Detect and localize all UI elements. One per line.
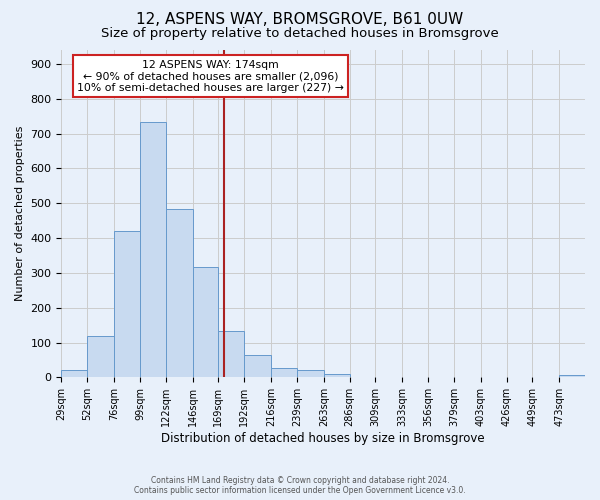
Text: 12 ASPENS WAY: 174sqm
← 90% of detached houses are smaller (2,096)
10% of semi-d: 12 ASPENS WAY: 174sqm ← 90% of detached … [77, 60, 344, 93]
Text: 12, ASPENS WAY, BROMSGROVE, B61 0UW: 12, ASPENS WAY, BROMSGROVE, B61 0UW [136, 12, 464, 28]
Bar [166, 210, 193, 378]
Bar [218, 331, 244, 378]
Bar [324, 374, 350, 378]
Bar [140, 122, 166, 378]
X-axis label: Distribution of detached houses by size in Bromsgrove: Distribution of detached houses by size … [161, 432, 485, 445]
Text: Contains HM Land Registry data © Crown copyright and database right 2024.
Contai: Contains HM Land Registry data © Crown c… [134, 476, 466, 495]
Y-axis label: Number of detached properties: Number of detached properties [15, 126, 25, 302]
Bar [244, 356, 271, 378]
Bar [61, 370, 87, 378]
Bar [559, 374, 585, 378]
Bar [297, 370, 324, 378]
Bar [114, 231, 140, 378]
Bar [87, 336, 114, 378]
Text: Size of property relative to detached houses in Bromsgrove: Size of property relative to detached ho… [101, 28, 499, 40]
Bar [271, 368, 297, 378]
Bar [193, 266, 218, 378]
